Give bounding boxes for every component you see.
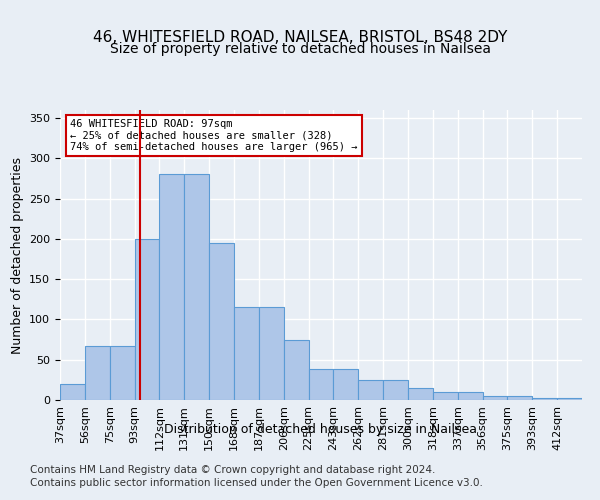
Bar	[85, 346, 110, 400]
Y-axis label: Number of detached properties: Number of detached properties	[11, 156, 23, 354]
Bar	[358, 380, 383, 400]
Text: Contains public sector information licensed under the Open Government Licence v3: Contains public sector information licen…	[30, 478, 483, 488]
Bar	[408, 388, 433, 400]
Bar	[60, 384, 85, 400]
Text: Size of property relative to detached houses in Nailsea: Size of property relative to detached ho…	[110, 42, 491, 56]
Bar	[259, 308, 284, 400]
Bar	[482, 396, 508, 400]
Bar	[234, 308, 259, 400]
Bar	[209, 243, 234, 400]
Bar	[433, 392, 458, 400]
Bar	[383, 380, 408, 400]
Bar	[557, 398, 582, 400]
Text: 46, WHITESFIELD ROAD, NAILSEA, BRISTOL, BS48 2DY: 46, WHITESFIELD ROAD, NAILSEA, BRISTOL, …	[93, 30, 507, 45]
Bar	[508, 396, 532, 400]
Text: 46 WHITESFIELD ROAD: 97sqm
← 25% of detached houses are smaller (328)
74% of sem: 46 WHITESFIELD ROAD: 97sqm ← 25% of deta…	[70, 118, 358, 152]
Text: Distribution of detached houses by size in Nailsea: Distribution of detached houses by size …	[164, 422, 478, 436]
Bar	[160, 174, 184, 400]
Bar	[110, 346, 134, 400]
Bar	[458, 392, 482, 400]
Bar	[284, 340, 308, 400]
Bar	[308, 370, 334, 400]
Text: Contains HM Land Registry data © Crown copyright and database right 2024.: Contains HM Land Registry data © Crown c…	[30, 465, 436, 475]
Bar	[184, 174, 209, 400]
Bar	[532, 398, 557, 400]
Bar	[134, 239, 160, 400]
Bar	[334, 370, 358, 400]
